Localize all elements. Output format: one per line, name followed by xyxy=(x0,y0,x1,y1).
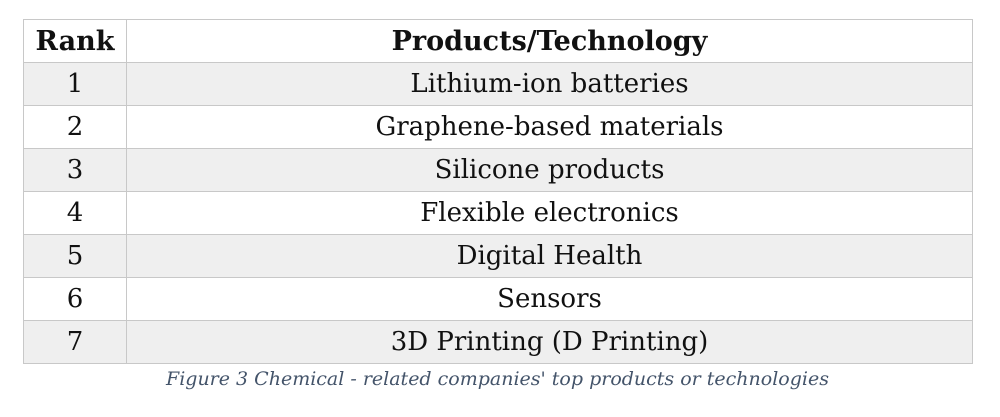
table-header-row: Rank Products/Technology xyxy=(23,19,973,63)
ranking-table-container: Rank Products/Technology 1 Lithium-ion b… xyxy=(23,19,973,364)
product-cell: 3D Printing (D Printing) xyxy=(126,320,973,364)
table-row: 7 3D Printing (D Printing) xyxy=(23,320,973,364)
rank-cell: 1 xyxy=(23,62,127,106)
rank-cell: 4 xyxy=(23,191,127,235)
rank-cell: 5 xyxy=(23,234,127,278)
product-cell: Silicone products xyxy=(126,148,973,192)
header-rank: Rank xyxy=(23,19,127,63)
product-cell: Digital Health xyxy=(126,234,973,278)
ranking-table: Rank Products/Technology 1 Lithium-ion b… xyxy=(23,19,973,364)
rank-cell: 6 xyxy=(23,277,127,321)
table-row: 3 Silicone products xyxy=(23,148,973,192)
rank-cell: 7 xyxy=(23,320,127,364)
table-row: 6 Sensors xyxy=(23,277,973,321)
rank-cell: 2 xyxy=(23,105,127,149)
rank-cell: 3 xyxy=(23,148,127,192)
table-row: 4 Flexible electronics xyxy=(23,191,973,235)
product-cell: Sensors xyxy=(126,277,973,321)
product-cell: Lithium-ion batteries xyxy=(126,62,973,106)
table-row: 1 Lithium-ion batteries xyxy=(23,62,973,106)
header-products-technology: Products/Technology xyxy=(126,19,973,63)
product-cell: Graphene-based materials xyxy=(126,105,973,149)
figure-caption: Figure 3 Chemical - related companies' t… xyxy=(166,368,829,390)
table-row: 5 Digital Health xyxy=(23,234,973,278)
table-row: 2 Graphene-based materials xyxy=(23,105,973,149)
product-cell: Flexible electronics xyxy=(126,191,973,235)
